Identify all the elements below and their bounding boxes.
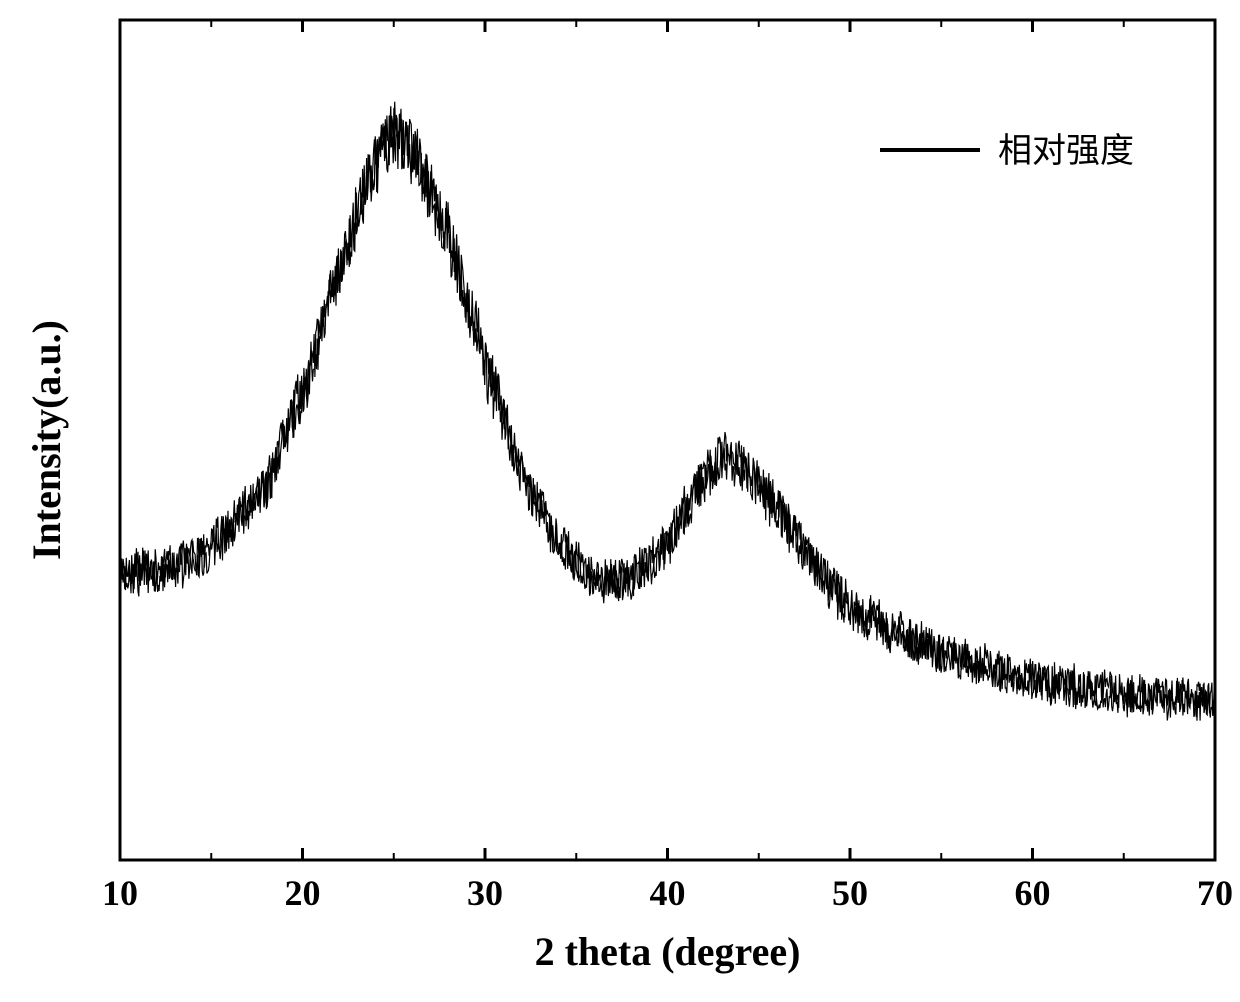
chart-svg: 10 20 30 40 50 60 70 2 theta (degree) Intensity(… — [0, 0, 1240, 1002]
y-axis-label: Intensity(a.u.) — [24, 320, 69, 560]
x-tick-label: 30 — [467, 873, 503, 913]
x-axis-label: 2 theta (degree) — [535, 929, 801, 974]
xrd-series-layer2 — [120, 102, 1215, 717]
x-tick-label: 20 — [285, 873, 321, 913]
x-tick-label: 60 — [1015, 873, 1051, 913]
xrd-chart: 10 20 30 40 50 60 70 2 theta (degree) Intensity(… — [0, 0, 1240, 1002]
x-tick-label: 10 — [102, 873, 138, 913]
x-tick-label: 40 — [650, 873, 686, 913]
legend-label: 相对强度 — [998, 132, 1134, 170]
x-tick-label: 70 — [1197, 873, 1233, 913]
xrd-series — [120, 108, 1215, 721]
x-tick-label: 50 — [832, 873, 868, 913]
